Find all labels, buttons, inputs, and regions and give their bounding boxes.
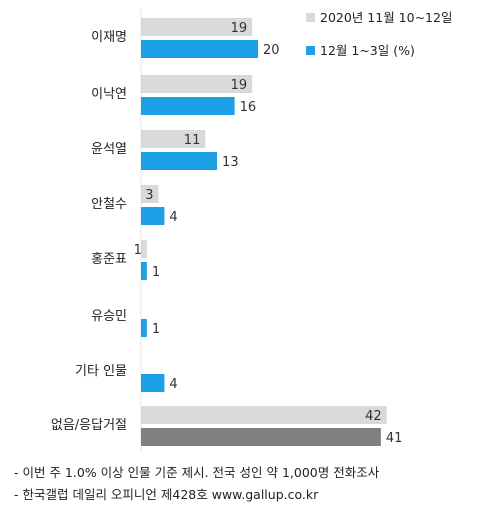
bar-nov (141, 406, 387, 424)
bar-dec (141, 428, 381, 446)
bar-dec (141, 207, 165, 225)
category-label: 기타 인물 (75, 364, 127, 379)
legend-label: 2020년 11월 10~12일 (320, 10, 452, 25)
data-label: 1 (152, 265, 160, 280)
bar-nov (141, 185, 159, 203)
data-label: 4 (169, 377, 177, 392)
bar-dec (141, 374, 165, 392)
data-label: 11 (184, 133, 201, 148)
data-label: 41 (386, 431, 403, 446)
category-label: 안철수 (91, 197, 127, 212)
data-label: 19 (231, 21, 248, 36)
category-label: 홍준표 (91, 252, 127, 267)
data-label: 20 (263, 43, 280, 58)
data-label: 4 (169, 210, 177, 225)
data-label: 1 (134, 243, 142, 258)
category-label: 이낙연 (91, 87, 127, 102)
bar-dec (141, 40, 258, 58)
legend-label: 12월 1~3일 (%) (320, 43, 415, 58)
data-label: 3 (145, 188, 153, 203)
bar-dec (141, 152, 218, 170)
category-label: 없음/응답거절 (51, 418, 127, 433)
data-label: 1 (152, 322, 160, 337)
bar-nov (141, 18, 253, 36)
data-label: 19 (231, 78, 248, 93)
category-label: 이재명 (91, 30, 127, 45)
bar-nov (141, 240, 147, 258)
footnote-1: - 이번 주 1.0% 이상 인물 기준 제시. 전국 성인 약 1,000명 … (14, 465, 380, 480)
legend-swatch (306, 13, 315, 22)
category-label: 윤석열 (91, 142, 127, 157)
category-label: 유승민 (91, 309, 127, 324)
data-label: 42 (365, 409, 382, 424)
bar-dec (141, 319, 147, 337)
bar-dec (141, 262, 147, 280)
data-label: 13 (222, 155, 239, 170)
footnote-2: - 한국갤럽 데일리 오피니언 제428호 www.gallup.co.kr (14, 487, 319, 502)
bar-nov (141, 130, 206, 148)
legend-swatch (306, 46, 315, 55)
footnotes: - 이번 주 1.0% 이상 인물 기준 제시. 전국 성인 약 1,000명 … (14, 462, 379, 506)
bar-dec (141, 97, 235, 115)
data-label: 16 (240, 100, 257, 115)
bar-nov (141, 75, 253, 93)
